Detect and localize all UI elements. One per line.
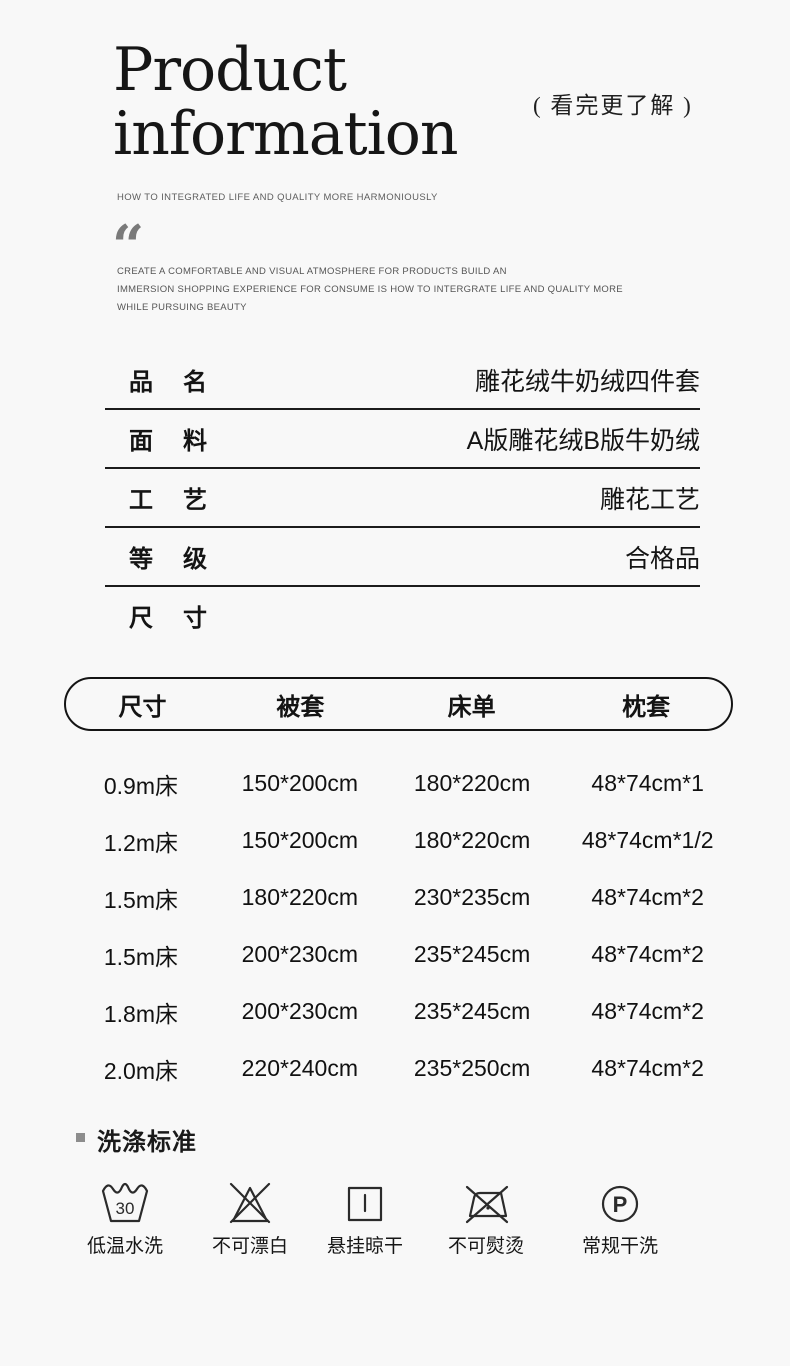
size-cell: 235*245cm	[413, 941, 531, 967]
size-cell: 1.5m床	[103, 886, 178, 913]
washing-item: 不可漂白	[185, 1176, 315, 1258]
no-iron-icon	[421, 1176, 551, 1226]
washing-label: 低温水洗	[86, 1236, 163, 1257]
washing-label: 悬挂晾干	[326, 1236, 403, 1257]
wash-30-icon: 30	[60, 1176, 190, 1226]
hang-dry-icon	[300, 1176, 430, 1226]
size-cell: 1.5m床	[103, 943, 178, 970]
page-title-line1: Product	[113, 35, 347, 105]
spec-row: 尺 寸	[105, 587, 700, 644]
description-line: IMMERSION SHOPPING EXPERIENCE FOR CONSUM…	[117, 284, 623, 295]
size-cell: 48*74cm*2	[591, 941, 704, 967]
size-cell: 235*245cm	[413, 998, 531, 1024]
spec-value: 雕花工艺	[599, 485, 700, 514]
size-header-cell: 尺寸	[118, 693, 167, 721]
spec-table: 品 名 雕花绒牛奶绒四件套 面 料 A版雕花绒B版牛奶绒 工 艺 雕花工艺 等 …	[105, 351, 700, 644]
size-table-header: 尺寸 被套 床单 枕套	[64, 677, 733, 731]
washing-item: 悬挂晾干	[300, 1176, 430, 1258]
size-row: 1.2m床 150*200cm 180*220cm 48*74cm*1/2	[64, 812, 733, 869]
size-row: 1.8m床 200*230cm 235*245cm 48*74cm*2	[64, 983, 733, 1040]
size-cell: 180*220cm	[241, 884, 358, 910]
svg-text:P: P	[613, 1192, 628, 1217]
spec-label: 品 名	[129, 369, 207, 396]
washing-label: 不可漂白	[211, 1236, 288, 1257]
spec-row: 等 级 合格品	[105, 528, 700, 587]
dry-clean-icon: P	[555, 1176, 685, 1226]
size-cell: 48*74cm*2	[591, 998, 704, 1024]
washing-item: 不可熨烫	[421, 1176, 551, 1258]
spec-label: 面 料	[129, 428, 207, 455]
size-header-cell: 被套	[276, 693, 325, 721]
subtitle: HOW TO INTEGRATED LIFE AND QUALITY MORE …	[117, 192, 438, 203]
size-cell: 48*74cm*2	[591, 1055, 704, 1081]
size-cell: 180*220cm	[413, 770, 531, 796]
size-cell: 48*74cm*1	[591, 770, 704, 796]
spec-value: A版雕花绒B版牛奶绒	[466, 426, 700, 455]
spec-label: 尺 寸	[129, 605, 207, 632]
quote-icon: “	[112, 213, 145, 279]
washing-icons-row: 30 低温水洗 不可漂白 悬挂晾干	[0, 1176, 790, 1258]
size-cell: 220*240cm	[241, 1055, 358, 1081]
size-cell: 0.9m床	[103, 772, 178, 799]
size-cell: 235*250cm	[413, 1055, 531, 1081]
size-table-body: 0.9m床 150*200cm 180*220cm 48*74cm*1 1.2m…	[64, 755, 733, 1097]
spec-row: 面 料 A版雕花绒B版牛奶绒	[105, 410, 700, 469]
size-cell: 2.0m床	[103, 1057, 178, 1084]
spec-row: 品 名 雕花绒牛奶绒四件套	[105, 351, 700, 410]
washing-item: P 常规干洗	[555, 1176, 685, 1258]
no-bleach-icon	[185, 1176, 315, 1226]
size-cell: 1.8m床	[103, 1000, 178, 1027]
washing-label: 不可熨烫	[447, 1236, 524, 1257]
size-cell: 150*200cm	[241, 770, 358, 796]
description-line: WHILE PURSUING BEAUTY	[117, 302, 247, 313]
size-cell: 180*220cm	[413, 827, 531, 853]
spec-label: 等 级	[129, 546, 207, 573]
size-cell: 48*74cm*2	[591, 884, 704, 910]
section-bullet	[76, 1133, 85, 1142]
description: CREATE A COMFORTABLE AND VISUAL ATMOSPHE…	[117, 263, 623, 317]
size-cell: 150*200cm	[241, 827, 358, 853]
size-cell: 200*230cm	[241, 941, 358, 967]
page-title-line2: information	[113, 99, 459, 169]
size-row: 1.5m床 180*220cm 230*235cm 48*74cm*2	[64, 869, 733, 926]
svg-text:30: 30	[116, 1199, 135, 1218]
size-cell: 200*230cm	[241, 998, 358, 1024]
washing-item: 30 低温水洗	[60, 1176, 190, 1258]
size-row: 0.9m床 150*200cm 180*220cm 48*74cm*1	[64, 755, 733, 812]
size-cell: 1.2m床	[103, 829, 178, 856]
size-header-cell: 枕套	[622, 693, 671, 721]
page-title: Product information	[113, 35, 459, 169]
size-cell: 230*235cm	[413, 884, 531, 910]
spec-value: 合格品	[624, 544, 700, 573]
washing-section-title: 洗涤标准	[97, 1130, 197, 1156]
spec-label: 工 艺	[129, 487, 207, 514]
spec-value: 雕花绒牛奶绒四件套	[474, 367, 700, 396]
description-line: CREATE A COMFORTABLE AND VISUAL ATMOSPHE…	[117, 266, 507, 277]
spec-row: 工 艺 雕花工艺	[105, 469, 700, 528]
size-cell: 48*74cm*1/2	[581, 827, 714, 853]
size-row: 2.0m床 220*240cm 235*250cm 48*74cm*2	[64, 1040, 733, 1097]
washing-label: 常规干洗	[581, 1236, 658, 1257]
size-header-cell: 床单	[447, 693, 496, 721]
side-note: ( 看完更了解 )	[533, 93, 693, 118]
size-row: 1.5m床 200*230cm 235*245cm 48*74cm*2	[64, 926, 733, 983]
